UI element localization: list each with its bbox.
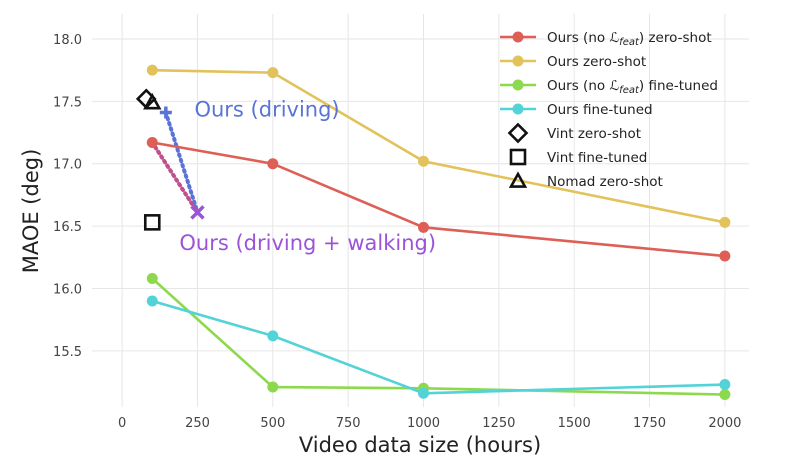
legend-label: Vint zero-shot — [547, 126, 641, 142]
x-tick-label: 1750 — [633, 416, 666, 431]
legend-label: Nomad zero-shot — [547, 174, 663, 190]
ours-driving-marker — [159, 106, 172, 119]
legend-marker — [512, 103, 524, 115]
legend: Ours (no ℒfeat) zero-shot Ours zero-shot O… — [500, 30, 718, 190]
y-tick-label: 15.5 — [53, 345, 82, 360]
x-tick-label: 1000 — [407, 416, 440, 431]
dotted-link — [163, 110, 200, 215]
data-point — [418, 155, 430, 167]
legend-item-ours-no-feat-zero-shot: Ours (no ℒfeat) zero-shot — [500, 30, 712, 48]
dotted-link — [150, 140, 200, 215]
plot-area — [92, 14, 749, 407]
series-group — [146, 64, 731, 401]
legend-marker — [507, 122, 529, 144]
data-point — [719, 250, 731, 262]
baseline-markers — [135, 88, 162, 231]
annotations: Ours (driving) Ours (driving + walking) — [179, 97, 436, 254]
x-tick-label: 1250 — [482, 416, 515, 431]
series-line — [152, 141, 726, 258]
legend-marker — [512, 79, 524, 91]
x-tick-label: 0 — [118, 416, 126, 431]
dotted-links — [150, 110, 200, 215]
vint-fine-tuned-marker — [143, 214, 161, 231]
data-point — [146, 64, 158, 76]
y-tick-labels: 15.5 16.0 16.5 17.0 17.5 18.0 — [53, 33, 82, 360]
legend-item-ours-no-feat-fine-tuned: Ours (no ℒfeat) fine-tuned — [500, 78, 718, 96]
data-point — [267, 330, 279, 342]
y-axis-label: MAOE (deg) — [19, 149, 43, 274]
data-point — [146, 272, 158, 284]
legend-marker — [508, 171, 528, 188]
legend-marker — [509, 148, 527, 166]
data-point — [146, 137, 158, 149]
series-1 — [146, 137, 731, 262]
y-tick-label: 18.0 — [53, 33, 82, 48]
data-point — [719, 216, 731, 228]
data-point — [267, 67, 279, 79]
series-4 — [146, 295, 731, 399]
series-line — [152, 68, 726, 224]
legend-item-ours-zero-shot: Ours zero-shot — [500, 54, 646, 70]
y-tick-label: 17.0 — [53, 158, 82, 173]
x-tick-label: 750 — [336, 416, 361, 431]
data-point — [418, 387, 430, 399]
series-2 — [146, 64, 731, 228]
legend-marker — [512, 55, 524, 67]
legend-marker — [512, 31, 524, 43]
legend-label: Ours (no ℒfeat) zero-shot — [547, 30, 712, 48]
x-axis-label: Video data size (hours) — [299, 433, 541, 457]
data-point — [267, 381, 279, 393]
annotation-ours-driving-walking: Ours (driving + walking) — [179, 231, 436, 255]
legend-label: Vint fine-tuned — [547, 150, 647, 166]
data-point — [719, 389, 731, 401]
data-point — [719, 379, 731, 391]
data-point — [146, 295, 158, 307]
extra-markers — [159, 106, 205, 220]
legend-item-vint-fine-tuned: Vint fine-tuned — [509, 148, 647, 166]
nomad-zero-shot-marker — [143, 92, 162, 110]
legend-label: Ours zero-shot — [547, 54, 646, 70]
data-point — [418, 221, 430, 233]
x-tick-label: 250 — [185, 416, 210, 431]
legend-item-ours-fine-tuned: Ours fine-tuned — [500, 102, 653, 118]
annotation-ours-driving: Ours (driving) — [194, 97, 339, 121]
x-tick-labels: 0 250 500 750 1000 1250 1500 1750 2000 — [118, 416, 741, 431]
series-line — [151, 299, 725, 395]
y-tick-label: 16.0 — [53, 282, 82, 297]
data-point — [267, 158, 279, 170]
y-tick-label: 17.5 — [53, 95, 82, 110]
x-tick-label: 2000 — [708, 416, 741, 431]
x-tick-label: 1500 — [558, 416, 591, 431]
legend-item-vint-zero-shot: Vint zero-shot — [507, 122, 641, 144]
x-tick-label: 500 — [260, 416, 285, 431]
legend-item-nomad-zero-shot: Nomad zero-shot — [508, 171, 663, 190]
legend-label: Ours (no ℒfeat) fine-tuned — [547, 78, 718, 96]
ours-driving-walking-marker — [190, 205, 205, 220]
series-line — [151, 277, 725, 396]
legend-label: Ours fine-tuned — [547, 102, 653, 118]
y-tick-label: 16.5 — [53, 220, 82, 235]
